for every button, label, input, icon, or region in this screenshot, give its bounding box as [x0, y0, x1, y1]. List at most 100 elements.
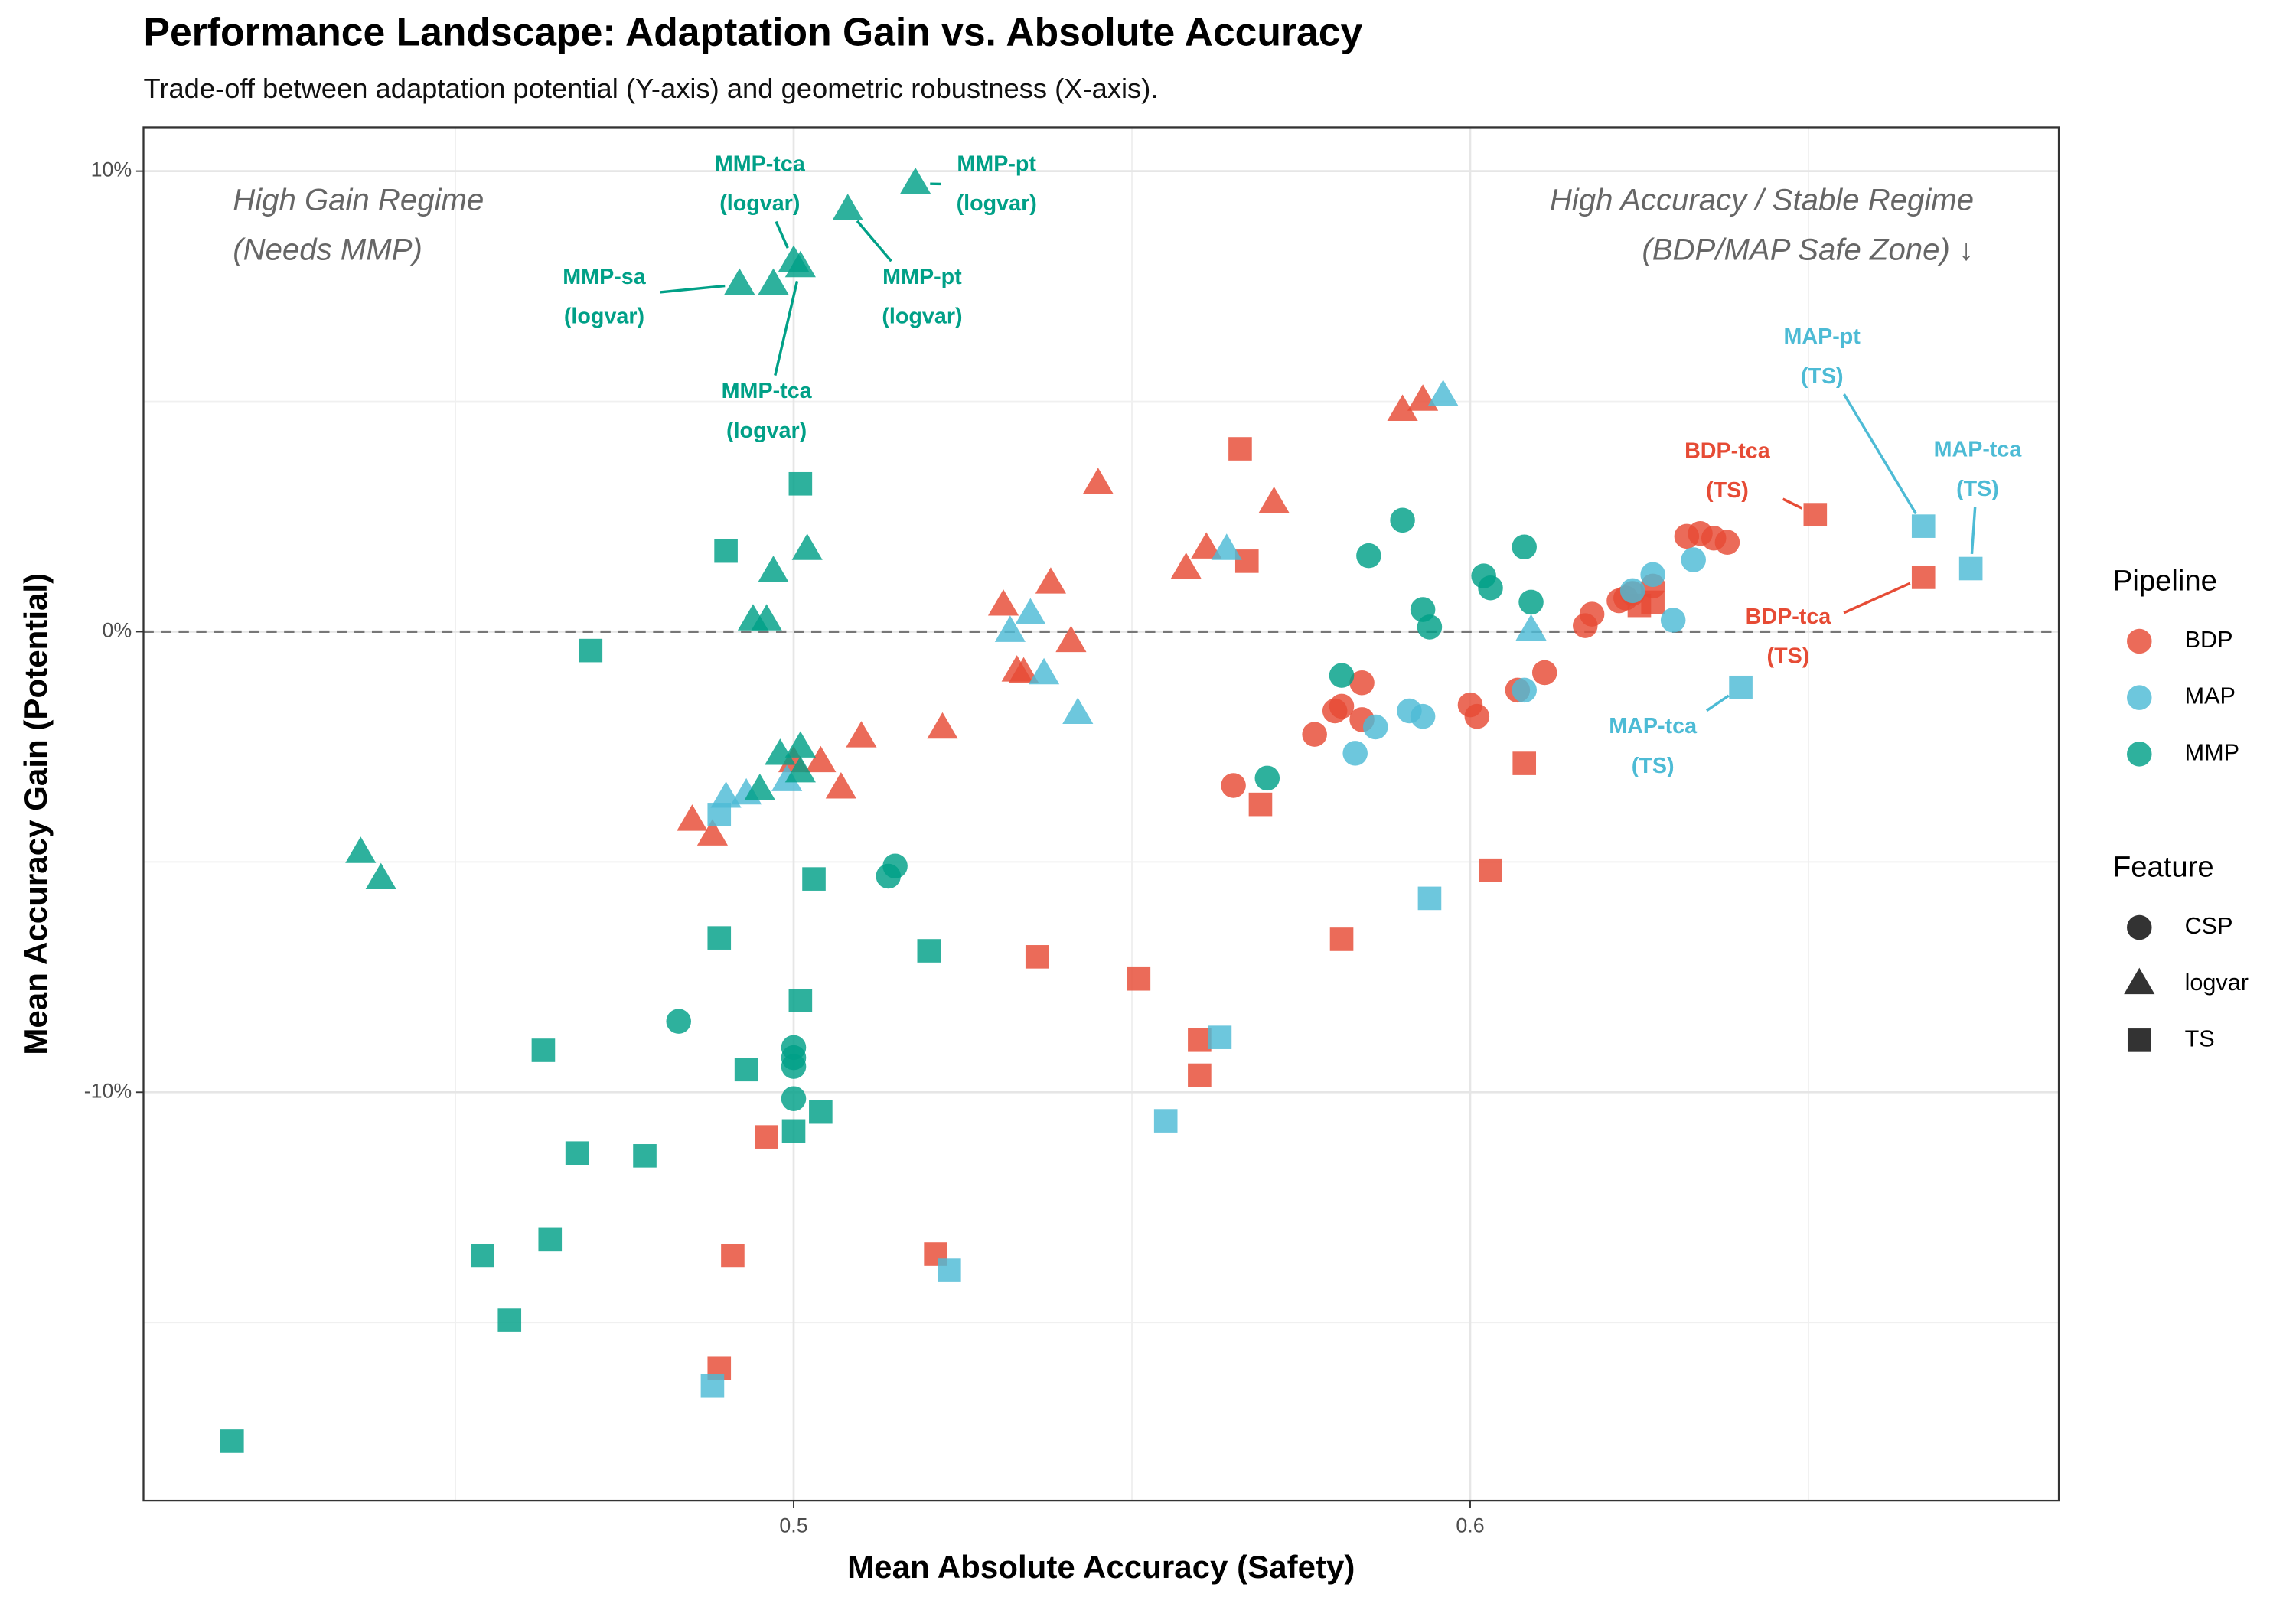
point — [1062, 697, 1094, 724]
point — [917, 939, 941, 963]
point — [1329, 693, 1355, 719]
point — [1619, 578, 1645, 604]
annotation-label: (logvar) — [719, 191, 800, 216]
annotation-label: MMP-tca — [722, 379, 813, 403]
point — [846, 721, 877, 748]
point — [724, 268, 755, 295]
annotation-label: MMP-pt — [882, 265, 962, 289]
point — [1008, 657, 1039, 684]
y-tick-label: 0% — [103, 619, 132, 642]
point — [714, 539, 738, 563]
point — [1170, 552, 1202, 579]
point — [781, 1119, 806, 1143]
legend-symbol — [2127, 742, 2152, 767]
point — [1729, 675, 1753, 699]
legend-title: Feature — [2113, 851, 2214, 884]
point — [1035, 567, 1067, 594]
annotation-leader — [774, 281, 799, 376]
point — [1515, 614, 1547, 641]
point — [876, 863, 902, 889]
point — [1531, 660, 1557, 686]
point — [1258, 486, 1290, 513]
point — [565, 1141, 589, 1165]
point — [1479, 858, 1502, 882]
point — [784, 250, 816, 278]
annotation-label: BDP-tca — [1684, 438, 1771, 463]
legend-label: BDP — [2185, 627, 2233, 653]
point — [1228, 437, 1252, 461]
point — [1362, 714, 1388, 740]
legend-symbol — [2127, 1028, 2151, 1052]
annotation-label: MMP-sa — [563, 265, 646, 289]
point — [1208, 1025, 1232, 1049]
annotations: MMP-tca (logvar) MMP-pt (logvar) MMP-sa (logv… — [233, 152, 2022, 777]
point — [734, 1058, 758, 1082]
annotation-label: (logvar) — [726, 419, 807, 443]
point — [1417, 614, 1443, 640]
point — [1478, 575, 1503, 601]
legend-symbol — [2127, 628, 2152, 654]
point — [707, 803, 732, 826]
annotation-label: MAP-tca — [1609, 714, 1698, 738]
point — [805, 745, 837, 773]
x-tick-label: 0.6 — [1456, 1514, 1484, 1537]
point — [791, 533, 823, 560]
point — [758, 556, 789, 582]
annotation-label: (TS) — [1801, 364, 1844, 389]
point — [1248, 792, 1273, 817]
point — [365, 862, 396, 890]
point — [987, 589, 1019, 616]
point — [1153, 1109, 1178, 1133]
point — [1803, 503, 1828, 526]
annotation-label: BDP-tca — [1746, 605, 1832, 629]
legend-label: TS — [2185, 1025, 2215, 1051]
point — [1329, 927, 1354, 951]
point — [700, 1374, 725, 1398]
annotation-leader — [775, 220, 789, 249]
point — [1464, 703, 1490, 729]
point — [1221, 773, 1246, 798]
chart-title: Performance Landscape: Adaptation Gain v… — [143, 10, 1362, 54]
point — [1127, 966, 1151, 991]
annotation-label: (logvar) — [564, 305, 644, 329]
point — [1911, 514, 1936, 538]
point — [1234, 549, 1259, 573]
point — [707, 926, 732, 950]
point — [758, 268, 789, 295]
point — [755, 1125, 778, 1149]
point — [788, 471, 813, 496]
x-tick-label: 0.5 — [779, 1514, 807, 1537]
point — [710, 781, 742, 808]
point — [1211, 533, 1242, 560]
panel-border — [142, 126, 2060, 1502]
point — [666, 1009, 691, 1034]
annotation-label: MMP-pt — [957, 152, 1036, 176]
point — [1958, 556, 1983, 581]
point — [832, 194, 863, 220]
annotation-label: (TS) — [1956, 477, 1999, 501]
point — [677, 804, 708, 831]
point — [1055, 625, 1087, 653]
annotation-label: (logvar) — [882, 305, 962, 329]
point — [927, 712, 958, 739]
point — [765, 738, 796, 765]
legend-symbol — [2127, 914, 2152, 940]
point — [784, 755, 816, 783]
y-axis-title: Mean Accuracy Gain (Potential) — [18, 573, 54, 1055]
point — [721, 1244, 745, 1268]
point — [1427, 380, 1459, 406]
y-tick-label: 10% — [91, 158, 132, 181]
point — [1410, 703, 1436, 729]
x-axis-title: Mean Absolute Accuracy (Safety) — [847, 1549, 1355, 1585]
legend-symbol — [2127, 685, 2152, 710]
region-note: High Gain Regime — [233, 183, 484, 217]
legend-label: logvar — [2185, 970, 2249, 996]
point — [1911, 566, 1936, 589]
annotation-label: (TS) — [1767, 644, 1810, 669]
point — [784, 731, 816, 758]
point — [1387, 394, 1418, 421]
point — [579, 638, 603, 663]
point — [1390, 507, 1415, 533]
